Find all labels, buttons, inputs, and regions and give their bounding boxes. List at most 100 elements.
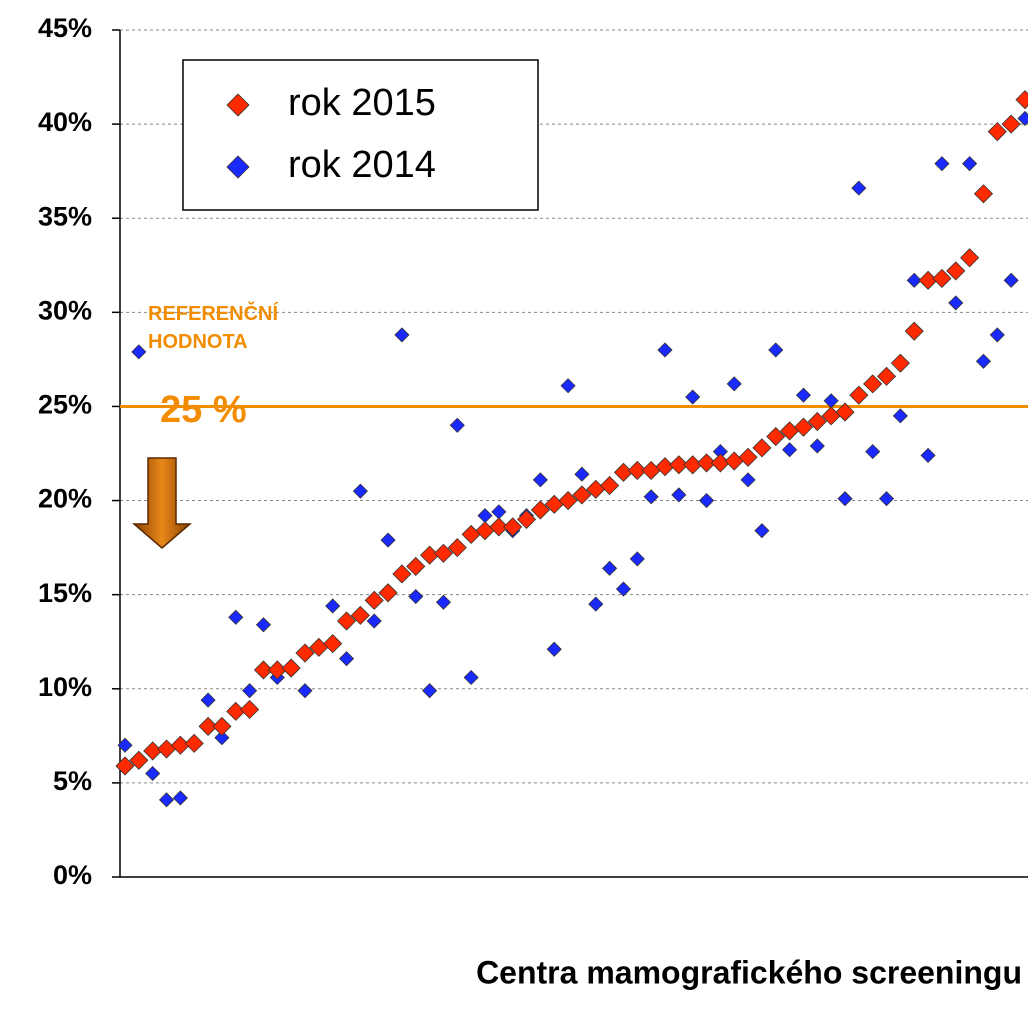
y-tick-label: 5% (53, 766, 92, 796)
data-point (435, 594, 452, 610)
data-point (560, 378, 576, 394)
data-point (115, 756, 135, 776)
data-point (477, 508, 493, 524)
legend-label: rok 2015 (288, 82, 436, 124)
data-point (726, 376, 742, 392)
data-point (685, 389, 701, 405)
data-point (602, 560, 618, 576)
data-point (627, 460, 647, 481)
data-point (489, 517, 509, 537)
data-point (156, 739, 177, 759)
data-point (849, 385, 869, 405)
arrow (131, 457, 193, 549)
data-point (1015, 90, 1028, 110)
data-point (214, 730, 230, 746)
data-point (184, 733, 204, 753)
y-tick-label: 45% (38, 13, 92, 43)
data-point (228, 609, 244, 625)
y-tick-label: 20% (38, 484, 92, 514)
data-point (906, 272, 922, 288)
data-point (738, 447, 758, 467)
data-point (422, 683, 438, 699)
data-point (546, 641, 562, 657)
data-point (129, 750, 149, 770)
y-tick-label: 15% (38, 578, 92, 608)
y-tick-label: 30% (38, 295, 92, 325)
data-point (516, 509, 537, 529)
y-tick-label: 40% (38, 107, 92, 137)
legend-box (182, 59, 539, 211)
data-point (987, 122, 1007, 142)
data-point (837, 491, 853, 507)
data-point (960, 248, 980, 268)
data-point (641, 460, 661, 481)
reference-label-line: REFERENČNÍ (148, 301, 278, 325)
data-point (600, 475, 620, 496)
data-point (724, 451, 744, 471)
legend-marker (226, 155, 250, 179)
data-point (657, 342, 673, 358)
data-point (503, 517, 523, 537)
data-point (574, 466, 590, 482)
data-point (338, 651, 355, 667)
data-point (240, 699, 260, 720)
data-point (696, 453, 717, 473)
reference-value-label: 25 % (160, 389, 247, 431)
data-point (475, 521, 495, 541)
data-point (394, 327, 410, 343)
data-point (698, 492, 715, 509)
data-point (615, 581, 632, 597)
data-point (198, 716, 218, 736)
data-point (948, 295, 964, 311)
data-point (671, 487, 687, 503)
data-point (975, 353, 992, 369)
data-point (629, 551, 645, 567)
data-point (117, 737, 133, 753)
data-point (973, 184, 994, 204)
data-point (172, 790, 188, 806)
data-point (447, 538, 467, 558)
data-point (962, 156, 978, 172)
data-point (754, 523, 770, 539)
data-point (863, 374, 883, 394)
data-point (406, 556, 426, 576)
data-point (932, 268, 952, 289)
data-point (212, 716, 232, 736)
data-point (530, 500, 550, 520)
data-point (281, 658, 301, 678)
data-point (740, 472, 756, 488)
data-point (876, 366, 897, 386)
data-point (463, 669, 479, 686)
data-point (807, 411, 827, 432)
data-point (350, 605, 370, 625)
data-point (768, 342, 784, 358)
reference-label-line: HODNOTA (148, 331, 248, 353)
legend-marker (226, 93, 250, 117)
data-point (558, 490, 578, 511)
data-point (158, 792, 175, 808)
data-point (449, 417, 465, 433)
data-point (380, 532, 396, 548)
data-point (366, 613, 382, 629)
data-point (378, 583, 398, 603)
data-point (809, 438, 825, 454)
data-point (532, 472, 548, 488)
data-point (461, 524, 481, 545)
legend-label: rok 2014 (288, 144, 436, 186)
data-point (297, 683, 313, 699)
data-point (865, 444, 881, 460)
data-point (669, 455, 689, 475)
data-point (1003, 272, 1019, 288)
data-point (892, 408, 908, 424)
y-tick-label: 35% (38, 201, 92, 231)
data-point (491, 504, 507, 520)
data-point (920, 447, 936, 463)
data-point (242, 683, 258, 699)
data-point (336, 611, 357, 631)
data-point (295, 643, 315, 663)
data-point (752, 438, 772, 458)
data-point (392, 564, 412, 584)
y-tick-label: 25% (38, 390, 92, 420)
data-point (835, 402, 855, 422)
